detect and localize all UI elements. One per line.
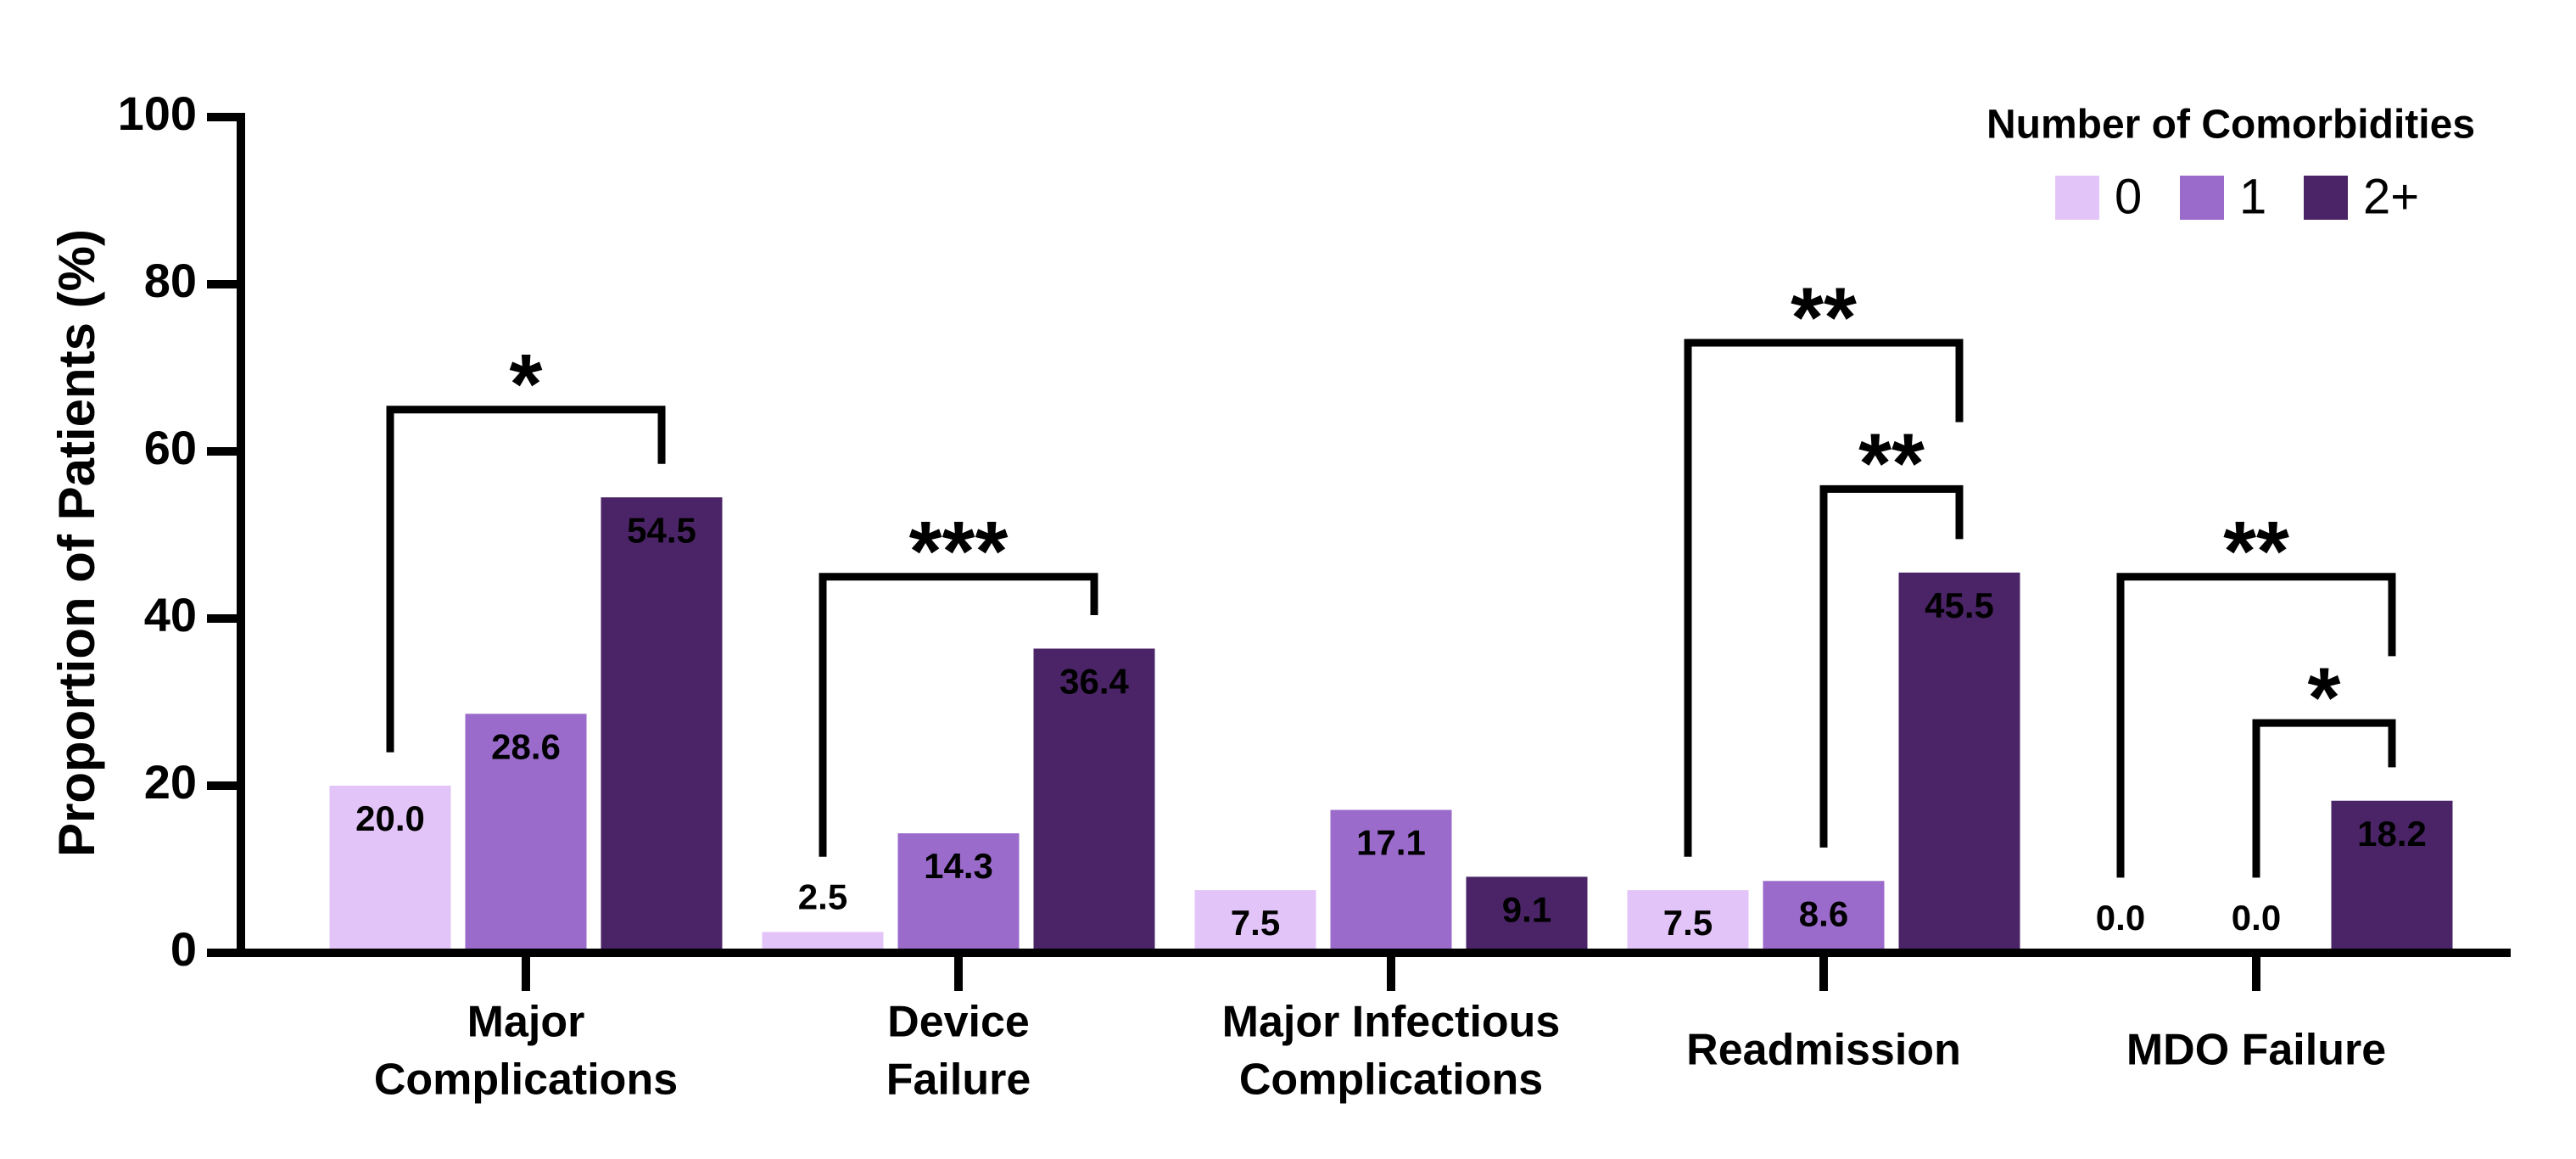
y-tick-label: 20 bbox=[144, 755, 197, 809]
value-label: 7.5 bbox=[1231, 903, 1280, 943]
value-label: 8.6 bbox=[1799, 893, 1848, 933]
y-tick-label: 80 bbox=[144, 254, 197, 307]
y-tick-label: 60 bbox=[144, 421, 197, 474]
x-tick-label: MDO Failure bbox=[2126, 1026, 2386, 1075]
significance-bracket bbox=[1684, 339, 1964, 857]
value-label: 14.3 bbox=[924, 846, 993, 886]
x-tick-label: Failure bbox=[886, 1055, 1031, 1105]
legend-swatch bbox=[2304, 176, 2348, 220]
x-tick-label: Major bbox=[467, 998, 585, 1047]
significance-label: ** bbox=[1858, 417, 1925, 512]
value-label: 20.0 bbox=[355, 798, 425, 838]
bar bbox=[1898, 572, 2020, 953]
value-label: 2.5 bbox=[798, 876, 847, 916]
y-tick-label: 100 bbox=[118, 87, 197, 140]
bar bbox=[1627, 890, 1749, 953]
y-axis-title: Proportion of Patients (%) bbox=[48, 229, 105, 857]
bar bbox=[465, 714, 587, 953]
bar bbox=[2331, 800, 2453, 953]
value-label: 9.1 bbox=[1502, 889, 1551, 929]
value-label: 17.1 bbox=[1356, 823, 1426, 863]
significance-label: * bbox=[510, 337, 543, 432]
value-label: 45.5 bbox=[1925, 585, 1994, 625]
x-tick-label: Device bbox=[887, 998, 1030, 1047]
value-label: 54.5 bbox=[627, 510, 696, 550]
bar bbox=[1033, 648, 1155, 953]
value-label: 36.4 bbox=[1059, 662, 1129, 702]
x-tick-label: Major Infectious bbox=[1222, 998, 1561, 1047]
significance-bracket bbox=[386, 406, 666, 753]
value-label: 0.0 bbox=[2096, 898, 2145, 938]
significance-bracket bbox=[2252, 719, 2396, 878]
legend-title: Number of Comorbidities bbox=[1986, 103, 2475, 148]
legend-label: 0 bbox=[2115, 169, 2142, 224]
significance-bracket bbox=[1819, 484, 1964, 848]
bar bbox=[1194, 890, 1316, 953]
value-label: 28.6 bbox=[491, 726, 561, 766]
significance-label: ** bbox=[2223, 504, 2289, 599]
bar bbox=[1330, 809, 1452, 953]
value-label: 7.5 bbox=[1663, 903, 1713, 943]
y-tick-label: 40 bbox=[144, 588, 197, 641]
legend-label: 1 bbox=[2239, 169, 2266, 224]
significance-label: *** bbox=[909, 504, 1009, 599]
y-tick-label: 0 bbox=[170, 922, 197, 976]
bar bbox=[601, 497, 723, 953]
bar bbox=[1466, 876, 1588, 953]
x-tick-label: Complications bbox=[1239, 1055, 1543, 1105]
bar bbox=[1763, 881, 1885, 953]
significance-label: ** bbox=[1791, 270, 1857, 365]
x-tick-label: Complications bbox=[374, 1055, 678, 1105]
bar bbox=[329, 786, 451, 953]
value-label: 18.2 bbox=[2357, 814, 2427, 854]
value-label: 0.0 bbox=[2232, 898, 2281, 938]
significance-label: * bbox=[2308, 651, 2341, 746]
bar bbox=[897, 833, 1020, 953]
legend-swatch bbox=[2180, 176, 2224, 220]
significance-bracket bbox=[819, 573, 1098, 857]
legend-swatch bbox=[2055, 176, 2099, 220]
x-tick-label: Readmission bbox=[1686, 1026, 1961, 1075]
legend-label: 2+ bbox=[2363, 169, 2419, 224]
significance-bracket bbox=[2116, 573, 2396, 878]
